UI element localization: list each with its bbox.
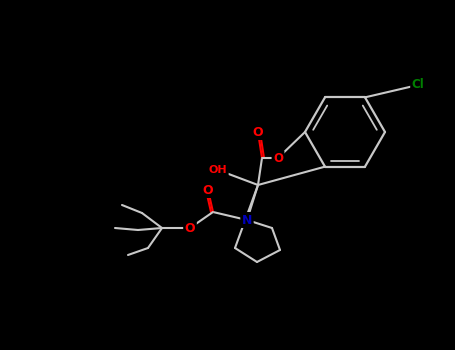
Text: OH: OH [209,165,228,175]
Text: Cl: Cl [412,78,425,91]
Text: O: O [185,222,195,235]
Text: N: N [242,214,252,226]
Text: O: O [202,183,213,196]
Text: O: O [273,152,283,164]
Text: O: O [253,126,263,139]
